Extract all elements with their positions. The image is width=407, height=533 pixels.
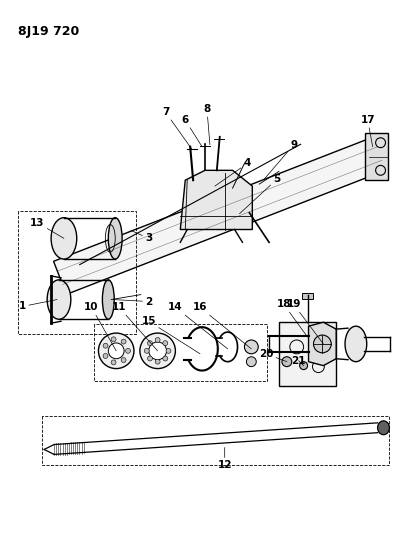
Ellipse shape [155, 337, 160, 342]
Ellipse shape [345, 326, 367, 362]
Ellipse shape [121, 339, 126, 344]
Text: 20: 20 [259, 349, 287, 362]
Text: 15: 15 [142, 316, 200, 354]
Bar [279, 322, 336, 386]
Text: 13: 13 [30, 217, 64, 238]
Ellipse shape [163, 356, 168, 361]
Text: 21: 21 [291, 356, 306, 366]
Ellipse shape [147, 356, 153, 361]
Text: 2: 2 [113, 296, 152, 306]
Polygon shape [309, 322, 336, 366]
Text: 8J19 720: 8J19 720 [18, 26, 79, 38]
Text: 19: 19 [287, 300, 323, 344]
Ellipse shape [245, 340, 258, 354]
Ellipse shape [126, 349, 131, 353]
Ellipse shape [155, 359, 160, 364]
Text: 5: 5 [239, 174, 280, 214]
Bar [302, 293, 313, 298]
Ellipse shape [149, 342, 166, 360]
Text: 11: 11 [112, 302, 158, 351]
Ellipse shape [282, 357, 292, 367]
Text: 4: 4 [215, 158, 251, 186]
Polygon shape [54, 137, 386, 294]
Text: 7: 7 [162, 107, 192, 150]
Text: 14: 14 [168, 302, 228, 349]
Ellipse shape [103, 343, 108, 348]
Text: 8: 8 [204, 104, 210, 144]
Ellipse shape [111, 337, 116, 342]
Ellipse shape [166, 349, 171, 353]
Text: 12: 12 [217, 448, 232, 470]
Ellipse shape [140, 333, 175, 369]
Ellipse shape [103, 280, 114, 319]
Ellipse shape [121, 358, 126, 362]
Text: 9: 9 [264, 140, 298, 179]
Ellipse shape [98, 333, 134, 369]
Polygon shape [180, 171, 252, 230]
Text: 16: 16 [193, 302, 252, 349]
Ellipse shape [163, 341, 168, 345]
Ellipse shape [144, 349, 149, 353]
Ellipse shape [246, 357, 256, 367]
Polygon shape [365, 133, 388, 180]
Text: 1: 1 [19, 300, 57, 311]
Text: 18: 18 [277, 300, 308, 337]
Ellipse shape [108, 217, 122, 259]
Ellipse shape [147, 341, 153, 345]
Text: 17: 17 [361, 115, 375, 147]
Ellipse shape [111, 360, 116, 365]
Ellipse shape [47, 280, 71, 319]
Ellipse shape [108, 343, 124, 359]
Text: 10: 10 [84, 302, 116, 351]
Text: 3: 3 [131, 230, 152, 244]
Ellipse shape [378, 421, 389, 435]
Ellipse shape [300, 362, 308, 369]
Ellipse shape [103, 353, 108, 358]
Text: 6: 6 [182, 115, 202, 147]
Ellipse shape [51, 217, 77, 259]
Ellipse shape [313, 335, 331, 353]
